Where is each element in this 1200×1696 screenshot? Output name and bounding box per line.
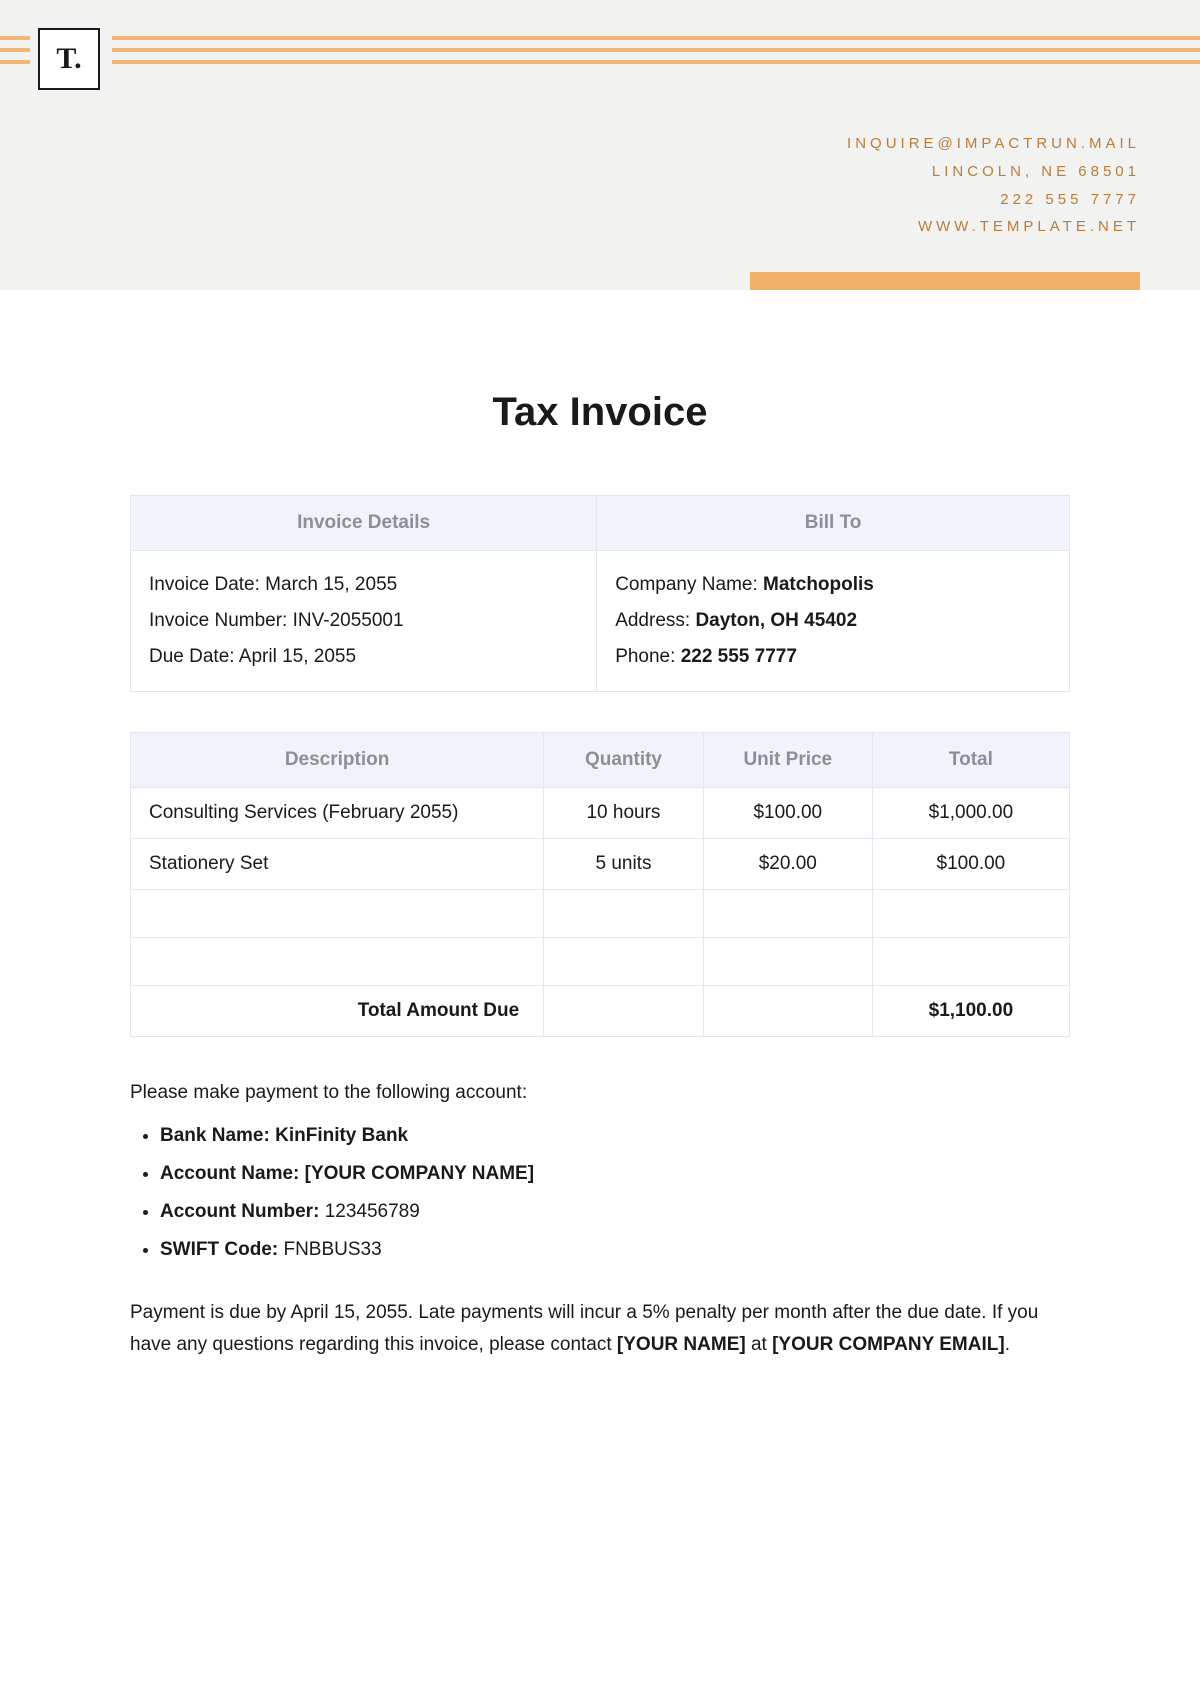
payment-instructions: Please make payment to the following acc…: [130, 1077, 1070, 1266]
list-item: Account Number: 123456789: [160, 1196, 1070, 1228]
page-title: Tax Invoice: [130, 390, 1070, 435]
contact-address: LINCOLN, NE 68501: [847, 158, 1140, 186]
logo: T.: [38, 28, 100, 90]
details-header-left: Invoice Details: [131, 496, 597, 551]
bill-to-cell: Company Name: Matchopolis Address: Dayto…: [597, 551, 1070, 692]
line-items-table: Description Quantity Unit Price Total Co…: [130, 732, 1070, 1037]
table-row: Consulting Services (February 2055) 10 h…: [131, 788, 1070, 839]
contact-email: INQUIRE@IMPACTRUN.MAIL: [847, 130, 1140, 158]
list-item: Bank Name: KinFinity Bank: [160, 1120, 1070, 1152]
invoice-details-table: Invoice Details Bill To Invoice Date: Ma…: [130, 495, 1070, 692]
contact-website: WWW.TEMPLATE.NET: [847, 213, 1140, 241]
table-row: [131, 938, 1070, 986]
total-row: Total Amount Due $1,100.00: [131, 986, 1070, 1037]
details-header-right: Bill To: [597, 496, 1070, 551]
right-stripes: [112, 36, 1200, 72]
col-description: Description: [131, 733, 544, 788]
orange-accent-bar: [750, 272, 1140, 290]
invoice-details-cell: Invoice Date: March 15, 2055 Invoice Num…: [131, 551, 597, 692]
payment-intro: Please make payment to the following acc…: [130, 1077, 1070, 1109]
logo-text: T.: [56, 42, 81, 76]
list-item: Account Name: [YOUR COMPANY NAME]: [160, 1158, 1070, 1190]
footer-terms: Payment is due by April 15, 2055. Late p…: [130, 1297, 1070, 1362]
table-row: [131, 890, 1070, 938]
contact-block: INQUIRE@IMPACTRUN.MAIL LINCOLN, NE 68501…: [847, 130, 1140, 241]
contact-phone: 222 555 7777: [847, 186, 1140, 214]
list-item: SWIFT Code: FNBBUS33: [160, 1234, 1070, 1266]
col-total: Total: [872, 733, 1069, 788]
header-background: T. INQUIRE@IMPACTRUN.MAIL LINCOLN, NE 68…: [0, 0, 1200, 290]
left-stripes: [0, 36, 30, 72]
table-row: Stationery Set 5 units $20.00 $100.00: [131, 839, 1070, 890]
col-unit-price: Unit Price: [703, 733, 872, 788]
content-area: Tax Invoice Invoice Details Bill To Invo…: [0, 290, 1200, 1421]
col-quantity: Quantity: [544, 733, 704, 788]
